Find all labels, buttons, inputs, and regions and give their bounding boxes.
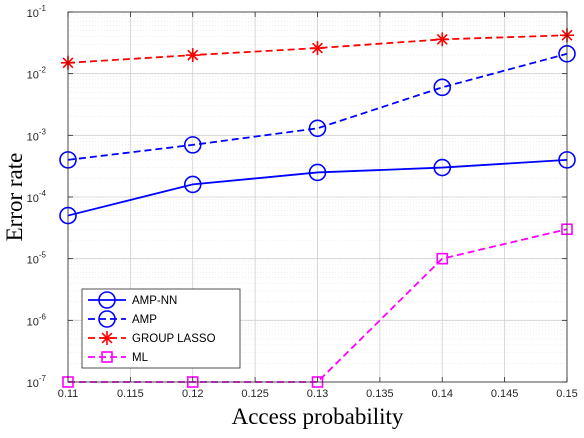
data-point: [308, 163, 327, 182]
legend-marker: [98, 291, 116, 309]
legend-item: AMP: [88, 310, 157, 328]
legend-item: AMP-NN: [88, 291, 177, 309]
series-line: [67, 52, 568, 161]
data-point: [310, 41, 325, 56]
y-tick-label: 10-1: [27, 4, 47, 20]
legend-label: GROUP LASSO: [132, 333, 216, 345]
data-point: [436, 252, 449, 265]
x-tick-label: 0.115: [117, 388, 144, 400]
y-axis-label: Error rate: [2, 153, 27, 242]
legend-label: AMP: [132, 314, 157, 326]
y-tick-label: 10-2: [27, 66, 47, 82]
x-tick-label: 0.15: [556, 388, 577, 400]
data-point: [183, 136, 202, 154]
x-tick-label: 0.13: [307, 388, 328, 400]
x-tick-label: 0.12: [182, 388, 203, 400]
y-tick-label: 10-3: [27, 127, 47, 143]
legend-marker: [100, 331, 114, 345]
x-tick-label: 0.11: [58, 388, 79, 400]
x-axis-label: Access probability: [232, 404, 404, 429]
legend-item: GROUP LASSO: [88, 331, 216, 345]
data-point: [433, 158, 452, 177]
data-point: [308, 119, 327, 138]
axis-ticks: 0.11 0.115 0.12 0.125 0.13 0.135 0.14 0.145 0.15…: [27, 4, 578, 400]
y-tick-label: 10-7: [27, 374, 47, 390]
plot-series: [59, 28, 576, 388]
x-tick-label: 0.14: [432, 388, 453, 400]
data-point: [183, 175, 202, 194]
legend-marker: [101, 351, 113, 363]
data-point: [433, 78, 452, 97]
y-tick-label: 10-5: [27, 251, 47, 267]
series-line: [67, 34, 568, 64]
data-point: [185, 48, 200, 63]
legend-box: [81, 288, 241, 369]
legend-item: ML: [88, 351, 149, 364]
legend-label: ML: [132, 352, 149, 364]
legend-marker: [98, 310, 116, 328]
y-tick-label: 10-4: [27, 189, 47, 205]
legend: AMP-NN AMP GROUP LASSO ML: [81, 288, 241, 369]
y-tick-label: 10-6: [27, 312, 47, 328]
legend-label: AMP-NN: [132, 295, 177, 307]
x-tick-label: 0.135: [366, 388, 394, 400]
x-tick-label: 0.145: [491, 388, 519, 400]
x-tick-label: 0.125: [241, 388, 269, 400]
series-line: [67, 158, 568, 217]
data-point: [435, 32, 450, 47]
